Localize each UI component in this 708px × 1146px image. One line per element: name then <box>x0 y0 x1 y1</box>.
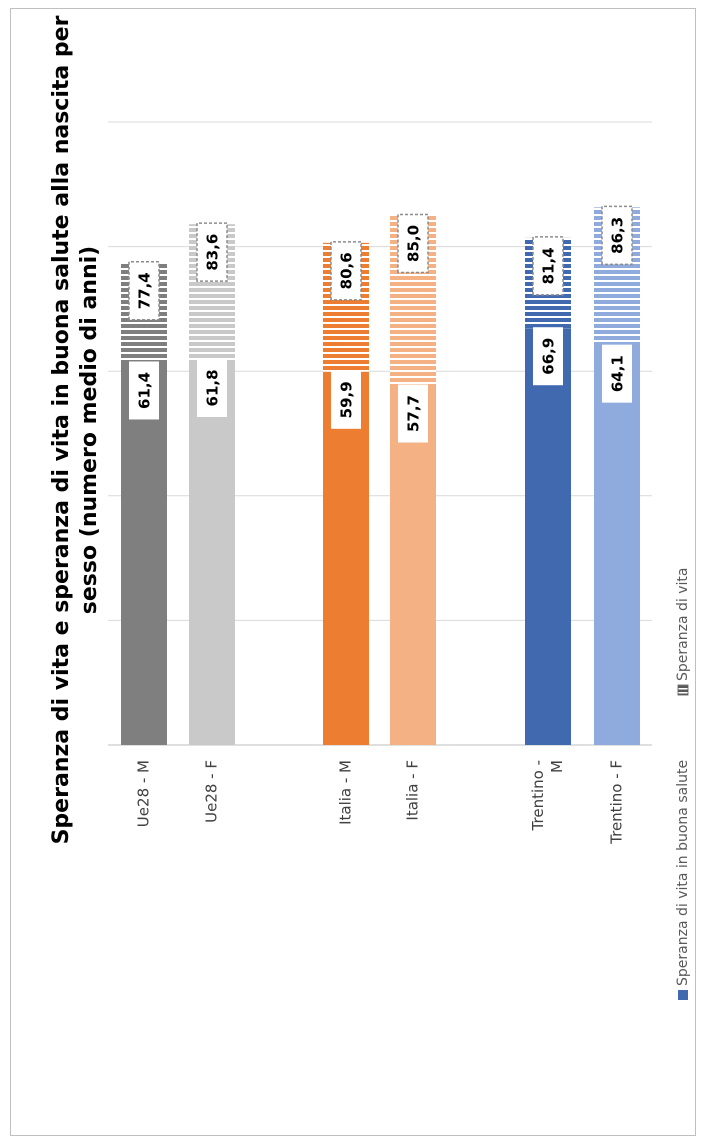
data-label-healthy-life: 61,4 <box>129 361 159 420</box>
svg-text:Italia - F: Italia - F <box>404 760 422 821</box>
svg-text:64,1: 64,1 <box>609 355 627 392</box>
svg-text:81,4: 81,4 <box>540 247 558 284</box>
bar-healthy-life-expectancy <box>323 371 369 745</box>
svg-text:77,4: 77,4 <box>136 272 154 309</box>
legend-label-life-expectancy: Speranza di vita <box>675 568 691 681</box>
svg-text:M: M <box>548 760 566 773</box>
chart-title: Speranza di vita e speranza di vita in b… <box>49 15 102 844</box>
bar-healthy-life-expectancy <box>189 359 235 745</box>
data-labels: 61,4 77,4 61,8 83,6 59,9 80,6 57,7 85,0 66,9 81,4… <box>128 205 633 443</box>
svg-text:Trentino -: Trentino - <box>529 760 547 831</box>
data-label-healthy-life: 57,7 <box>398 384 428 443</box>
chart-title: Speranza di vita e speranza di vita in b… <box>49 15 102 844</box>
data-label-life-expectancy: 77,4 <box>128 261 160 321</box>
bar-healthy-life-expectancy <box>390 385 436 745</box>
svg-text:85,0: 85,0 <box>405 225 423 262</box>
data-label-life-expectancy: 80,6 <box>330 241 362 301</box>
svg-text:66,9: 66,9 <box>540 338 558 375</box>
category-label: Italia - M <box>337 760 355 825</box>
svg-text:61,8: 61,8 <box>204 369 222 406</box>
bar-healthy-life-expectancy <box>594 345 640 745</box>
category-label: Italia - F <box>404 760 422 821</box>
svg-text:61,4: 61,4 <box>136 372 154 409</box>
legend: Speranza di vita in buona salute Speranza… <box>675 568 691 1000</box>
bars <box>121 207 640 746</box>
category-label: Trentino - F <box>608 760 626 845</box>
legend-swatch-healthy-life <box>678 990 688 1000</box>
svg-text:Italia - M: Italia - M <box>337 760 355 825</box>
category-label: Ue28 - F <box>203 760 221 823</box>
data-label-life-expectancy: 83,6 <box>196 222 228 282</box>
svg-text:Ue28 - F: Ue28 - F <box>203 760 221 823</box>
category-label: Ue28 - M <box>135 760 153 827</box>
legend-swatch-life-expectancy <box>677 684 689 696</box>
svg-text:83,6: 83,6 <box>204 234 222 271</box>
legend-label-healthy-life: Speranza di vita in buona salute <box>675 760 691 986</box>
svg-text:Ue28 - M: Ue28 - M <box>135 760 153 827</box>
data-label-healthy-life: 59,9 <box>331 370 361 429</box>
svg-text:sesso (numero medio di anni): sesso (numero medio di anni) <box>77 246 102 614</box>
data-label-life-expectancy: 85,0 <box>397 213 429 274</box>
data-label-healthy-life: 64,1 <box>602 344 632 403</box>
svg-text:57,7: 57,7 <box>405 395 423 432</box>
category-label: Trentino -M <box>529 760 566 831</box>
legend: Speranza di vita in buona salute Speranza… <box>675 568 691 1000</box>
category-axis: Ue28 - M Ue28 - F Italia - M Italia - F Tren… <box>135 760 626 845</box>
data-label-healthy-life: 66,9 <box>533 327 563 386</box>
svg-text:86,3: 86,3 <box>609 217 627 254</box>
svg-text:Trentino - F: Trentino - F <box>608 760 626 845</box>
svg-text:Speranza di vita e speranza d: Speranza di vita e speranza di vita in b… <box>49 15 74 844</box>
data-label-life-expectancy: 86,3 <box>601 205 633 266</box>
svg-text:59,9: 59,9 <box>338 381 356 418</box>
svg-text:80,6: 80,6 <box>338 252 356 289</box>
data-label-healthy-life: 61,8 <box>197 358 227 417</box>
bar-healthy-life-expectancy <box>121 362 167 745</box>
data-label-life-expectancy: 81,4 <box>532 236 564 296</box>
bar-healthy-life-expectancy <box>525 328 571 745</box>
